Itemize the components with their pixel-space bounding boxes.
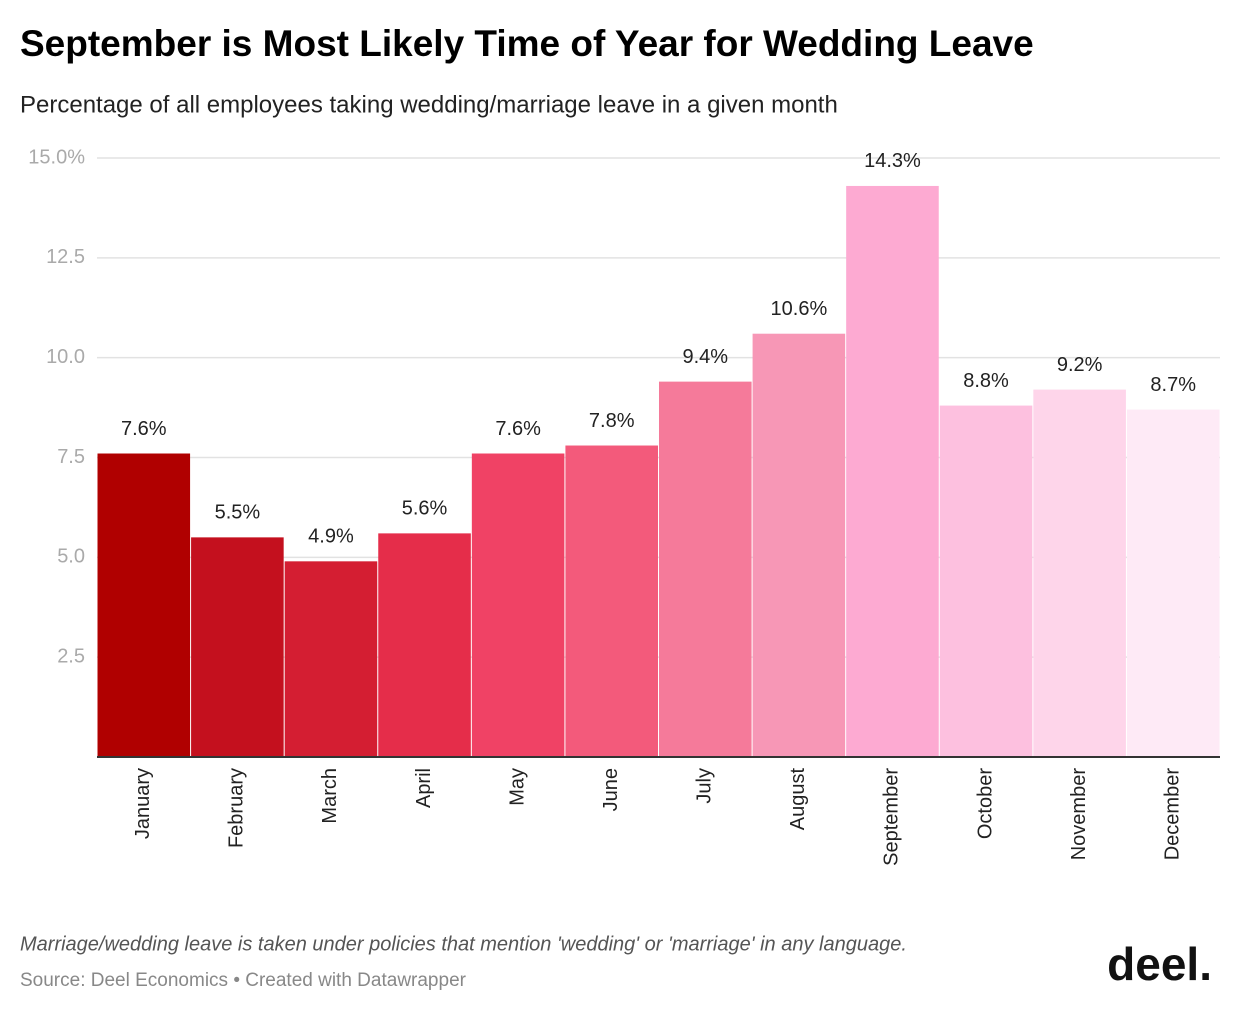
y-tick-label: 15.0% [28, 146, 85, 168]
y-tick-label: 12.5 [46, 246, 85, 268]
x-tick-label: November [1068, 768, 1090, 861]
x-tick-label: December [1161, 768, 1183, 861]
x-tick-label: September [881, 768, 903, 866]
x-tick-label: January [132, 768, 154, 839]
value-label: 8.8% [963, 370, 1009, 392]
bar [1033, 389, 1126, 757]
y-tick-label: 5.0 [57, 546, 85, 568]
value-label: 7.6% [121, 418, 167, 440]
bar [939, 405, 1033, 757]
y-tick-label: 7.5 [57, 446, 85, 468]
bar [378, 533, 471, 757]
x-tick-label: June [600, 768, 622, 811]
x-tick-label: May [506, 768, 528, 806]
value-label: 14.3% [864, 150, 921, 172]
logo: deel. [1107, 938, 1212, 990]
value-label: 4.9% [308, 526, 354, 548]
x-tick-label: October [974, 768, 996, 839]
bar [284, 561, 378, 757]
note: Marriage/wedding leave is taken under po… [20, 933, 907, 955]
y-tick-label: 10.0 [46, 346, 85, 368]
bar [659, 381, 752, 757]
x-tick-label: February [226, 768, 248, 848]
bar [471, 453, 565, 757]
value-label: 9.2% [1057, 354, 1103, 376]
x-tick-label: August [787, 768, 809, 831]
value-label: 10.6% [771, 298, 828, 320]
chart-title: September is Most Likely Time of Year fo… [20, 23, 1034, 64]
x-tick-label: July [694, 768, 716, 804]
x-tick-label: April [413, 768, 435, 808]
bar [1126, 409, 1220, 757]
value-label: 9.4% [682, 346, 728, 368]
bar [846, 185, 939, 757]
bar [97, 453, 191, 757]
chart-subtitle: Percentage of all employees taking weddi… [20, 91, 838, 118]
value-label: 7.6% [495, 418, 541, 440]
value-label: 5.5% [215, 502, 261, 524]
bar [752, 333, 846, 757]
value-label: 7.8% [589, 410, 635, 432]
source: Source: Deel Economics • Created with Da… [20, 970, 467, 991]
bar [565, 445, 658, 757]
x-tick-label: March [319, 768, 341, 824]
value-label: 8.7% [1150, 374, 1196, 396]
bar [191, 537, 284, 757]
value-label: 5.6% [402, 498, 448, 520]
y-tick-label: 2.5 [57, 645, 85, 667]
